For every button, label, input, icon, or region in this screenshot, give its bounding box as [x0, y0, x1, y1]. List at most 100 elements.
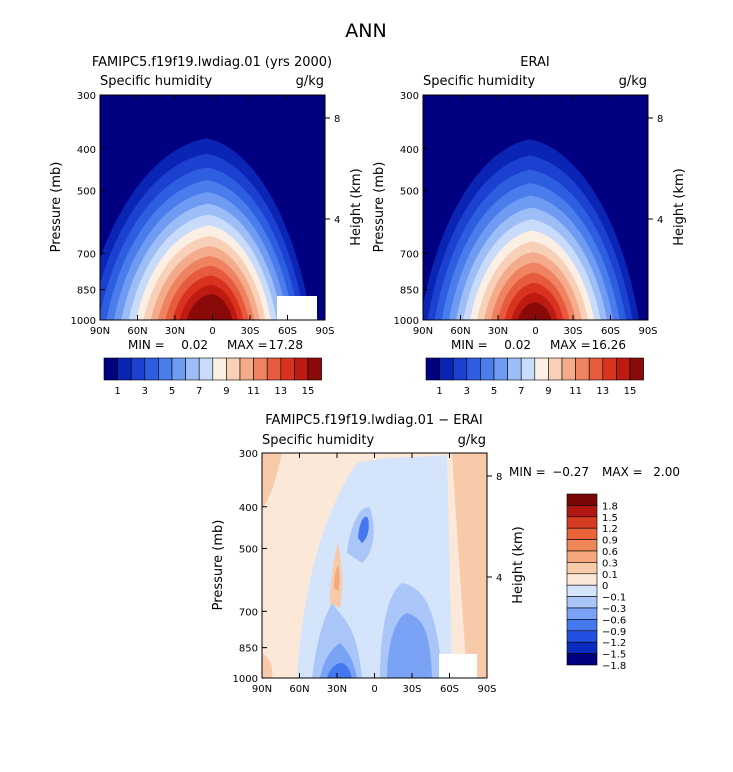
panel-obs-variable-label: Specific humidity — [423, 74, 535, 89]
panel-obs-colorbar-swatch — [493, 357, 508, 381]
panel-model-colorbar-label: 3 — [142, 386, 148, 397]
panel-model-colorbar-swatch — [212, 357, 227, 381]
panel-obs-colorbar-label: 7 — [518, 386, 524, 397]
panel-diff-colorbar-label: 0.6 — [602, 547, 618, 558]
panel-diff-ytick-label: 700 — [239, 607, 258, 618]
panel-model-colorbar-swatch — [294, 357, 309, 381]
panel-diff-xtick-label: 60S — [440, 684, 459, 695]
panel-diff-colorbar-label: −0.3 — [602, 604, 626, 615]
panel-diff-missing-region — [439, 654, 477, 678]
panel-diff-colorbar-swatch — [566, 516, 598, 529]
panel-model-colorbar-label: 9 — [223, 386, 229, 397]
panel-obs-colorbar-swatch — [534, 357, 549, 381]
panel-model-min-label: MIN = — [128, 338, 165, 352]
panel-diff-colorbar-swatch — [566, 653, 598, 666]
panel-model-colorbar-swatch — [117, 357, 132, 381]
panel-model-xtick-label: 90S — [315, 326, 334, 337]
panel-obs-colorbar: 1 3 5 7 9 11 13 15 — [425, 357, 644, 397]
panel-diff-colorbar-swatch — [566, 596, 598, 609]
panel-diff-colorbar-swatch — [566, 619, 598, 632]
panel-model-colorbar-swatch — [103, 357, 118, 381]
panel-model-xtick-label: 30S — [240, 326, 259, 337]
panel-model-y2tick-label: 4 — [334, 215, 340, 226]
panel-obs-min-value: 0.02 — [504, 338, 531, 352]
panel-model-variable-label: Specific humidity — [100, 74, 212, 89]
panel-model-y2label: Height (km) — [349, 168, 364, 245]
panel-diff-variable-label: Specific humidity — [262, 433, 374, 448]
panel-model-colorbar-label: 11 — [247, 386, 260, 397]
panel-diff-colorbar-swatch — [566, 539, 598, 552]
panel-obs-max-value: 16.26 — [592, 338, 626, 352]
panel-diff-ytick-label: 850 — [239, 644, 258, 655]
panel-model-ylabel: Pressure (mb) — [49, 162, 64, 253]
panel-obs-colorbar-swatch — [425, 357, 440, 381]
panel-diff-ytick-label: 1000 — [233, 674, 258, 685]
panel-diff-units-label: g/kg — [458, 433, 486, 448]
panel-diff-colorbar: 1.81.51.20.90.60.30.10−0.1−0.3−0.6−0.9−1… — [566, 493, 626, 672]
panel-model-xtick-label: 30N — [165, 326, 185, 337]
panel-model-colorbar-swatch — [158, 357, 173, 381]
panel-diff-ytick-label: 300 — [239, 449, 258, 460]
panel-model-missing-region — [277, 296, 317, 320]
panel-model-colorbar-label: 7 — [196, 386, 202, 397]
panel-diff-min-label: MIN = — [509, 465, 546, 479]
panel-obs-units-label: g/kg — [619, 74, 647, 89]
panel-diff-colorbar-label: 0 — [602, 581, 608, 592]
panel-model-subtitle: FAMIPC5.f19f19.lwdiag.01 (yrs 2000) — [92, 55, 332, 70]
panel-obs-xtick-label: 90N — [413, 326, 433, 337]
panel-obs-colorbar-label: 1 — [436, 386, 442, 397]
panel-model-max-value: 17.28 — [269, 338, 303, 352]
panel-model-colorbar-swatch — [130, 357, 146, 381]
panel-diff-level-band — [262, 653, 273, 678]
panel-model-ytick-label: 500 — [77, 186, 96, 197]
panel-obs-colorbar-label: 9 — [545, 386, 551, 397]
panel-obs-ytick-label: 400 — [400, 145, 419, 156]
panel-model-ytick-label: 700 — [77, 249, 96, 260]
panel-diff-xtick-label: 90N — [252, 684, 272, 695]
panel-diff-ytick-label: 500 — [239, 544, 258, 555]
panel-model-colorbar-label: 13 — [274, 386, 287, 397]
panel-diff-colorbar-swatch — [566, 641, 598, 654]
panel-model-level-band — [186, 294, 233, 320]
panel-diff-colorbar-swatch — [566, 630, 598, 643]
panel-obs-y2tick-label: 4 — [657, 215, 663, 226]
panel-model-colorbar-label: 5 — [169, 386, 175, 397]
panel-diff-colorbar-swatch — [566, 550, 598, 563]
panel-obs-ytick-label: 300 — [400, 91, 419, 102]
panel-model-contour-field — [100, 95, 325, 320]
panel-obs-colorbar-swatch — [548, 357, 563, 381]
panel-obs-axes: 90N 60N 30N 0 30S 60S 90S 300 400 500 700 850 1000 8 4 — [394, 91, 664, 337]
panel-diff-colorbar-label: 1.8 — [602, 501, 618, 512]
panel-model: FAMIPC5.f19f19.lwdiag.01 (yrs 2000) Spec… — [49, 55, 364, 397]
panel-diff-xtick-label: 60N — [289, 684, 309, 695]
panel-obs-colorbar-label: 11 — [569, 386, 582, 397]
panel-obs-colorbar-label: 13 — [596, 386, 609, 397]
panel-obs-y2label: Height (km) — [672, 168, 687, 245]
panel-diff-colorbar-label: −1.2 — [602, 638, 626, 649]
panel-obs: ERAI Specific humidity g/kg 90N 60N 30N 0 30… — [372, 55, 687, 397]
panel-model-colorbar-swatch — [144, 357, 159, 381]
panel-diff-xtick-label: 0 — [371, 684, 377, 695]
panel-obs-colorbar-swatch — [616, 357, 631, 381]
panel-diff-xtick-label: 90S — [477, 684, 496, 695]
panel-obs-ylabel: Pressure (mb) — [372, 162, 387, 253]
panel-diff-xtick-label: 30N — [327, 684, 347, 695]
panel-obs-colorbar-swatch — [466, 357, 481, 381]
panel-diff-level-band — [327, 663, 352, 678]
panel-obs-xtick-label: 0 — [532, 326, 538, 337]
panel-model-units-label: g/kg — [296, 74, 324, 89]
panel-model-colorbar-label: 15 — [302, 386, 315, 397]
panel-obs-colorbar-swatch — [452, 357, 468, 381]
panel-obs-colorbar-swatch — [561, 357, 576, 381]
panel-diff-colorbar-swatch — [566, 493, 598, 506]
panel-diff-max-value: 2.00 — [653, 465, 680, 479]
panel-diff-ytick-label: 400 — [239, 503, 258, 514]
panel-model-axes: 90N 60N 30N 0 30S 60S 90S 300 400 500 700 850 1000 8 4 — [71, 91, 341, 337]
panel-diff-y2tick-label: 8 — [496, 472, 502, 483]
panel-diff-level-band — [262, 453, 282, 508]
panel-diff: FAMIPC5.f19f19.lwdiag.01 − ERAI Specific… — [211, 413, 680, 695]
panel-diff-colorbar-label: −0.6 — [602, 615, 626, 626]
panel-obs-y2tick-label: 8 — [657, 114, 663, 125]
panel-diff-colorbar-swatch — [566, 562, 598, 575]
